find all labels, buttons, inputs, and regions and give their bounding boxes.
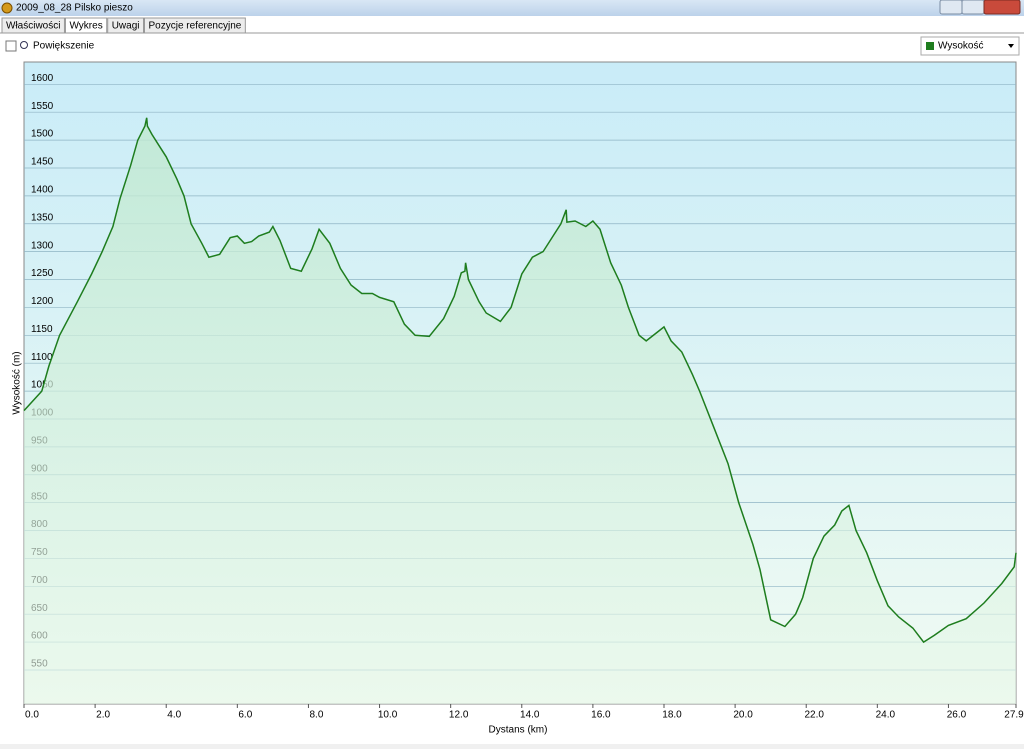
y-tick-label: 1300 — [31, 240, 54, 251]
close-button[interactable] — [983, 0, 1021, 15]
x-tick-label: 22.0 — [804, 710, 824, 721]
y-tick-label: 1100 — [31, 352, 53, 363]
dropdown-arrow — [1008, 44, 1014, 48]
title-bar — [0, 0, 1024, 16]
maximize-button[interactable] — [961, 0, 985, 15]
x-tick-label: 14.0 — [520, 710, 540, 721]
x-tick-label: 4.0 — [167, 710, 181, 721]
y-tick-label: 1250 — [31, 268, 54, 279]
x-tick-label: 2.0 — [96, 710, 110, 721]
x-tick-label: 8.0 — [309, 710, 323, 721]
x-tick-label: 20.0 — [733, 710, 753, 721]
y-tick-label: 1200 — [31, 296, 54, 307]
app-icon — [1, 2, 13, 14]
x-tick-label: 0.0 — [25, 710, 39, 721]
legend-swatch — [926, 42, 934, 50]
legend-label: Wysokość — [938, 41, 983, 52]
y-tick-label: 1550 — [31, 101, 54, 112]
x-tick-label: 12.0 — [449, 710, 469, 721]
tab-label[interactable]: Wykres — [69, 21, 102, 32]
y-tick-label: 1500 — [31, 129, 54, 140]
y-tick-label: 1400 — [31, 185, 54, 196]
area — [24, 117, 1016, 705]
window-title: 2009_08_28 Pilsko pieszo — [16, 3, 133, 14]
x-tick-label: 27.9 — [1004, 710, 1024, 721]
x-tick-label: 10.0 — [378, 710, 398, 721]
y-tick-label: 1050 — [31, 380, 54, 391]
tab-label[interactable]: Uwagi — [112, 21, 140, 32]
x-tick-label: 24.0 — [876, 710, 896, 721]
zoom-label[interactable]: Powiększenie — [33, 41, 95, 52]
series-dropdown[interactable] — [920, 36, 1020, 56]
x-tick-label: 18.0 — [662, 710, 682, 721]
y-tick-label: 1450 — [31, 157, 54, 168]
tab-label[interactable]: Właściwości — [6, 21, 60, 32]
zoom-checkbox[interactable] — [5, 40, 17, 52]
x-tick-label: 16.0 — [591, 710, 611, 721]
y-tick-label: 1600 — [31, 73, 54, 84]
y-axis-title: Wysokość (m) — [12, 351, 23, 414]
tab-bar: Właściwości Wykres Uwagi Pozycje referencyj… — [1, 17, 246, 34]
y-tick-label: 1150 — [31, 324, 53, 335]
x-tick-label: 26.0 — [947, 710, 967, 721]
line — [23, 117, 1017, 644]
y-tick-label: 1350 — [31, 212, 54, 223]
minimize-button[interactable] — [939, 0, 963, 15]
x-tick-label: 6.0 — [238, 710, 252, 721]
tab-label[interactable]: Pozycje referencyjne — [149, 21, 242, 32]
x-axis-title: Dystans (km) — [489, 725, 548, 736]
zoom-icon — [20, 41, 28, 49]
